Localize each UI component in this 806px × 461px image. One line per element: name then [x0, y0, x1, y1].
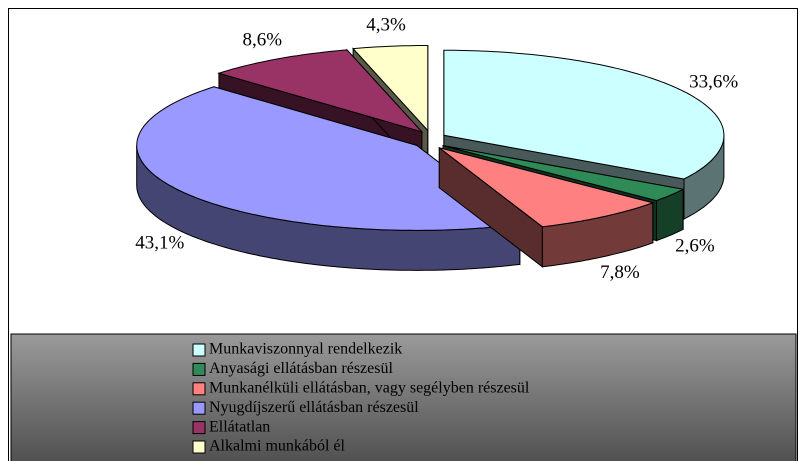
legend-label: Ellátatlan [209, 418, 270, 435]
legend-swatch [192, 401, 206, 415]
slice [217, 49, 424, 133]
legend-swatch [192, 362, 206, 376]
data-label: 2,6% [675, 235, 715, 256]
slice [438, 147, 655, 228]
legend-label: Nyugdíjszerű ellátásban részesül [209, 399, 419, 416]
legend-swatch [192, 440, 206, 454]
slice [443, 49, 725, 180]
data-label: 4,3% [366, 14, 406, 35]
legend-swatch [192, 421, 206, 435]
slice [352, 45, 429, 132]
slice [442, 145, 685, 202]
legend-swatch [192, 382, 206, 396]
slice [136, 86, 522, 231]
data-label: 8,6% [243, 30, 283, 51]
legend-swatch [192, 343, 206, 357]
data-label: 33,6% [689, 72, 738, 93]
legend-label: Munkanélküli ellátásban, vagy segélyben … [209, 379, 530, 396]
legend-box [10, 333, 797, 461]
pie: 33,6% 2,6% 7,8% 43,1% 8,6% 4,3% [135, 14, 738, 282]
data-label: 43,1% [135, 233, 184, 254]
legend: Munkaviszonnyal rendelkezik Anyasági ellá… [192, 341, 530, 455]
legend-label: Munkaviszonnyal rendelkezik [209, 341, 402, 358]
data-label: 7,8% [600, 262, 640, 283]
legend-label: Alkalmi munkából él [209, 438, 346, 455]
legend-label: Anyasági ellátásban részesül [209, 360, 393, 377]
